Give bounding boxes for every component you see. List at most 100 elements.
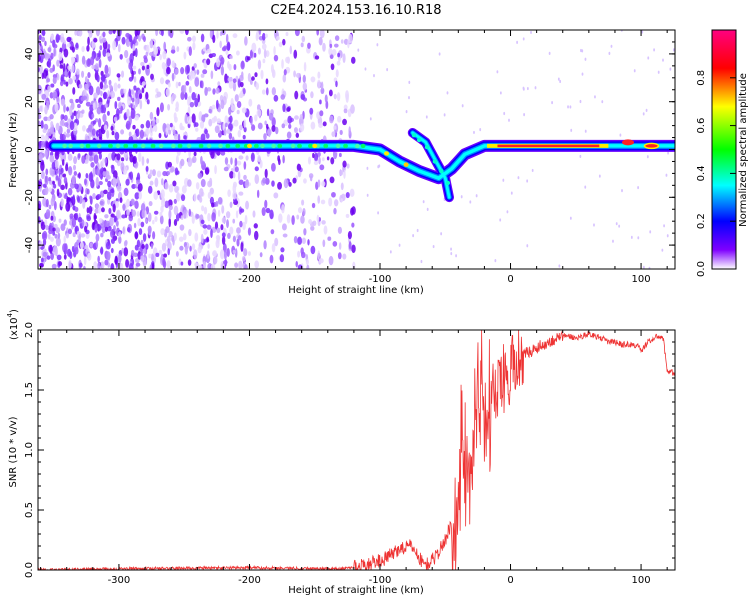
noise-speck [331, 131, 336, 138]
noise-speck [171, 234, 175, 243]
noise-speck [76, 68, 80, 75]
noise-speck [179, 122, 183, 131]
noise-speck [386, 67, 389, 72]
noise-speck [146, 64, 150, 70]
noise-speck [197, 172, 203, 179]
noise-speck [276, 36, 280, 41]
noise-speck [234, 157, 238, 167]
noise-speck [183, 51, 187, 60]
noise-speck [83, 256, 87, 266]
noise-speck [254, 114, 258, 122]
noise-speck [286, 56, 290, 65]
noise-speck [180, 67, 185, 75]
noise-speck [343, 169, 346, 179]
noise-speck [642, 112, 645, 116]
noise-speck [56, 96, 60, 105]
noise-speck [137, 183, 143, 192]
noise-speck [78, 30, 83, 37]
noise-speck [211, 117, 216, 124]
noise-speck [116, 209, 121, 219]
noise-speck [228, 106, 232, 116]
noise-speck [264, 177, 270, 185]
noise-speck [155, 118, 160, 124]
noise-speck [93, 37, 98, 43]
noise-speck [352, 261, 356, 269]
noise-speck [92, 167, 96, 177]
noise-speck [103, 124, 108, 131]
noise-speck [106, 251, 111, 261]
noise-speck [121, 36, 126, 45]
noise-speck [301, 237, 307, 244]
noise-speck [303, 61, 307, 72]
noise-speck [141, 209, 146, 219]
noise-speck [187, 96, 191, 106]
noise-speck [123, 240, 128, 247]
ridge-peak [62, 143, 67, 149]
noise-speck [302, 82, 308, 91]
noise-speck [669, 67, 672, 71]
noise-speck [266, 108, 270, 117]
noise-speck [74, 226, 78, 232]
noise-speck [172, 180, 177, 187]
noise-speck [202, 69, 208, 75]
noise-speck [110, 90, 115, 99]
noise-speck [168, 129, 172, 135]
noise-speck [450, 252, 453, 256]
noise-speck [149, 51, 154, 57]
ridge-peak [343, 143, 348, 149]
noise-speck [265, 87, 269, 96]
noise-speck [138, 152, 142, 163]
noise-speck [93, 51, 97, 59]
snr-exponent-base: (x10 [9, 317, 20, 340]
noise-speck [153, 124, 158, 133]
noise-speck [203, 229, 208, 235]
noise-speck [201, 80, 204, 89]
noise-speck [104, 259, 109, 266]
noise-speck [110, 247, 114, 254]
x-tick-label: 0 [507, 575, 513, 586]
noise-speck [195, 182, 200, 190]
noise-speck [53, 183, 57, 189]
noise-speck [159, 53, 162, 61]
colorbar-tick-label: 0.2 [696, 213, 707, 229]
noise-speck [98, 180, 103, 186]
noise-speck [335, 69, 339, 78]
noise-speck [49, 244, 53, 255]
noise-speck [44, 105, 48, 115]
noise-speck [349, 188, 355, 198]
noise-speck [72, 75, 77, 81]
noise-speck [245, 200, 249, 210]
noise-speck [506, 210, 509, 214]
noise-speck [238, 124, 243, 131]
noise-speck [316, 30, 320, 36]
noise-speck [38, 114, 42, 120]
noise-speck [232, 218, 236, 224]
noise-speck [150, 243, 154, 249]
noise-speck [215, 200, 219, 207]
noise-speck [329, 115, 334, 124]
noise-speck [240, 60, 245, 70]
noise-speck [44, 149, 48, 158]
noise-speck [317, 179, 321, 188]
noise-speck [212, 251, 217, 256]
noise-speck [241, 71, 244, 79]
noise-speck [154, 216, 158, 223]
noise-speck [94, 208, 99, 214]
noise-speck [160, 178, 164, 186]
noise-speck [128, 131, 132, 137]
noise-speck [217, 209, 221, 217]
spectrogram-y-ticks: -40 -20 0 20 40 [24, 29, 675, 270]
ridge-peak [312, 143, 318, 149]
noise-speck [494, 258, 497, 263]
noise-speck [92, 192, 96, 200]
noise-speck [579, 154, 582, 159]
noise-speck [243, 248, 248, 257]
noise-speck [74, 183, 79, 190]
noise-speck [260, 69, 264, 80]
noise-speck [67, 153, 73, 161]
noise-speck [309, 175, 313, 182]
noise-speck [217, 106, 222, 113]
noise-speck [338, 152, 342, 158]
noise-speck [337, 252, 342, 260]
